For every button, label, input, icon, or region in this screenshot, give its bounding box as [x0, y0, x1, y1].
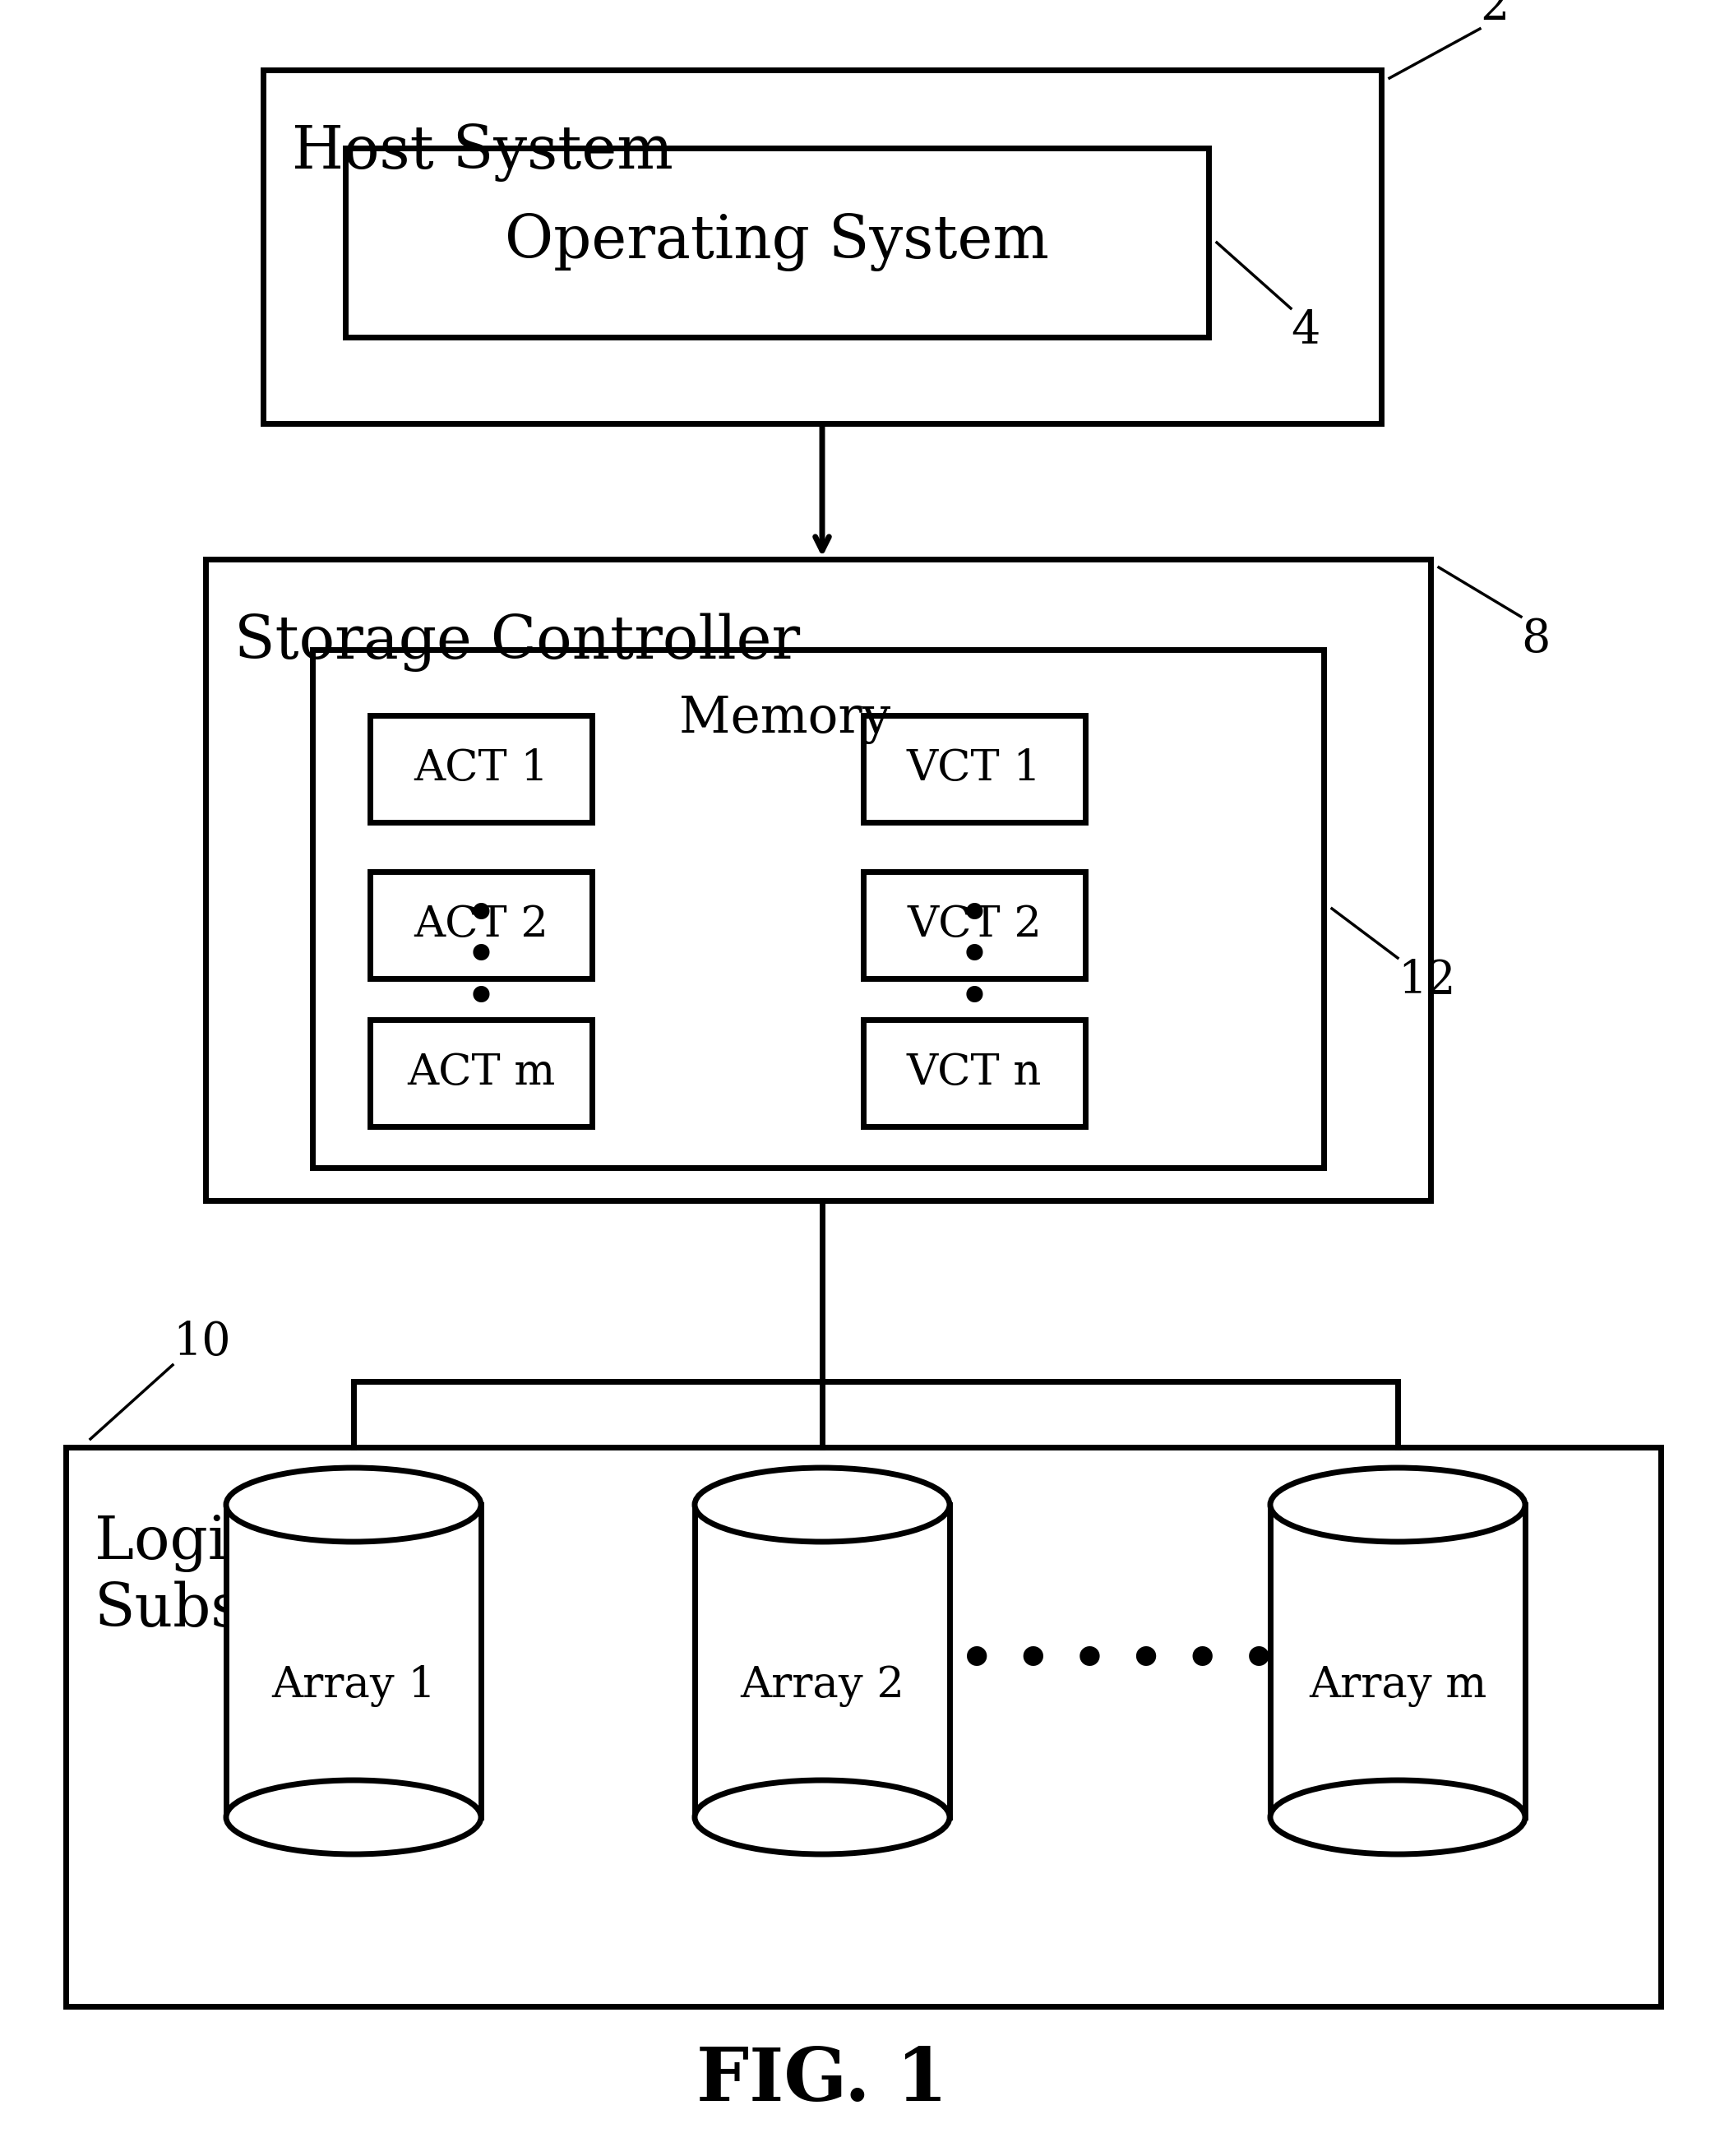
Text: VCT 2: VCT 2 — [908, 903, 1041, 946]
Ellipse shape — [226, 1781, 481, 1854]
Text: Logical
Subsystem: Logical Subsystem — [95, 1514, 422, 1641]
Text: VCT n: VCT n — [906, 1052, 1043, 1093]
Bar — [370, 871, 591, 979]
Text: VCT 1: VCT 1 — [906, 748, 1041, 789]
Text: 4: 4 — [1292, 308, 1319, 354]
Text: • • • • • •: • • • • • • — [960, 1634, 1278, 1688]
Text: ACT 2: ACT 2 — [413, 903, 548, 946]
Ellipse shape — [226, 1468, 481, 1542]
Text: FIG. 1: FIG. 1 — [697, 2044, 947, 2117]
Text: ACT m: ACT m — [406, 1052, 555, 1093]
Text: Storage Controller: Storage Controller — [235, 612, 801, 671]
Bar — [863, 1020, 1086, 1128]
Bar — [66, 1447, 1662, 2007]
Bar — [346, 149, 1209, 336]
Text: 12: 12 — [1397, 957, 1456, 1003]
Text: •
•
•: • • • — [463, 888, 498, 1026]
Ellipse shape — [695, 1781, 949, 1854]
Text: •
•
•: • • • — [958, 888, 991, 1026]
Bar — [863, 871, 1086, 979]
Bar — [263, 69, 1381, 423]
Text: Host System: Host System — [292, 123, 673, 181]
Text: Array 1: Array 1 — [271, 1664, 436, 1708]
Bar — [370, 716, 591, 821]
Bar — [695, 1505, 949, 1818]
Text: 2: 2 — [1480, 0, 1509, 28]
Text: ACT 1: ACT 1 — [413, 748, 548, 789]
Bar — [370, 1020, 591, 1128]
Text: Array 2: Array 2 — [740, 1664, 904, 1708]
Text: Array m: Array m — [1309, 1664, 1487, 1708]
Ellipse shape — [1271, 1468, 1525, 1542]
Bar — [206, 558, 1430, 1201]
Text: Memory: Memory — [679, 694, 890, 744]
Text: 8: 8 — [1522, 617, 1551, 662]
Bar — [226, 1505, 481, 1818]
Bar — [1271, 1505, 1525, 1818]
Text: 10: 10 — [173, 1319, 230, 1365]
Text: Operating System: Operating System — [505, 213, 1050, 272]
Ellipse shape — [1271, 1781, 1525, 1854]
Ellipse shape — [695, 1468, 949, 1542]
Bar — [313, 649, 1324, 1169]
Bar — [863, 716, 1086, 821]
